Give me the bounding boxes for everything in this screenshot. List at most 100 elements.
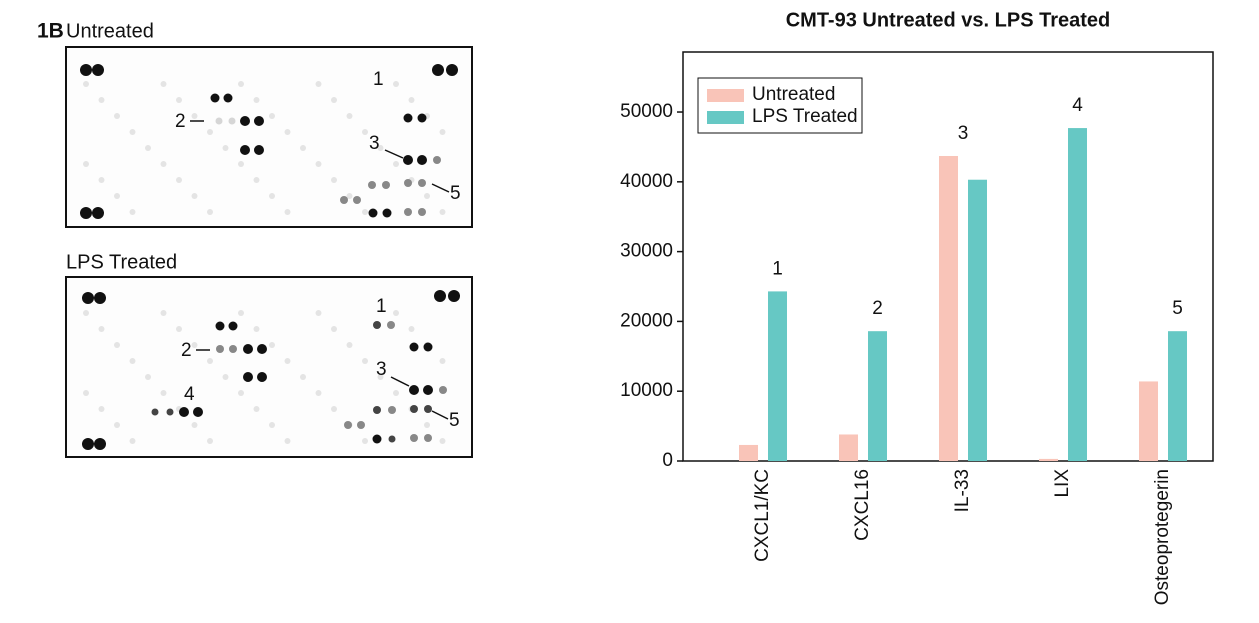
- spot: [152, 409, 159, 416]
- spot: [393, 81, 399, 87]
- spot: [362, 438, 368, 444]
- spot: [176, 177, 182, 183]
- spot: [347, 342, 353, 348]
- bar: [1139, 381, 1158, 461]
- spot: [82, 438, 94, 450]
- spot: [257, 344, 267, 354]
- spot: [254, 97, 260, 103]
- legend-label: Untreated: [752, 84, 835, 105]
- spot: [410, 434, 418, 442]
- bar: [768, 291, 787, 461]
- spot: [369, 209, 378, 218]
- spot: [99, 406, 105, 412]
- spot: [382, 181, 390, 189]
- bar: [1068, 128, 1087, 461]
- spot: [424, 405, 432, 413]
- spot: [373, 435, 382, 444]
- spot: [83, 390, 89, 396]
- bar: [739, 445, 758, 461]
- spot: [161, 161, 167, 167]
- spot: [331, 326, 337, 332]
- bar: [839, 434, 858, 461]
- bar-annotation: 2: [872, 298, 883, 319]
- spot: [434, 290, 446, 302]
- spot: [207, 209, 213, 215]
- spot: [418, 179, 426, 187]
- spot-label: 1: [373, 69, 384, 90]
- spot: [80, 64, 92, 76]
- spot: [99, 326, 105, 332]
- x-tick-label: Osteoprotegerin: [1152, 469, 1173, 605]
- x-tick-label: CXCL1/KC: [752, 469, 773, 562]
- spot: [373, 406, 381, 414]
- bar-annotation: 1: [772, 258, 783, 279]
- spot: [238, 161, 244, 167]
- spot: [223, 145, 229, 151]
- spot: [417, 155, 427, 165]
- spot: [192, 193, 198, 199]
- spot-label: 5: [449, 410, 460, 431]
- spot: [94, 292, 106, 304]
- spot: [192, 342, 198, 348]
- spot: [409, 97, 415, 103]
- spot: [424, 422, 430, 428]
- spot: [130, 209, 136, 215]
- spot: [99, 177, 105, 183]
- spot: [192, 113, 198, 119]
- spot: [344, 421, 352, 429]
- spot: [94, 438, 106, 450]
- spot: [362, 129, 368, 135]
- spot: [167, 409, 174, 416]
- y-tick-label: 0: [662, 450, 673, 471]
- y-tick-label: 10000: [620, 380, 673, 401]
- bar-annotation: 5: [1172, 298, 1183, 319]
- spot: [393, 161, 399, 167]
- bar: [1168, 331, 1187, 461]
- spot: [216, 118, 223, 125]
- spot: [193, 407, 203, 417]
- spot: [362, 358, 368, 364]
- blot-title: LPS Treated: [66, 251, 177, 273]
- spot: [316, 81, 322, 87]
- page: {"panel_label": "1B", "blots": [ {"title…: [0, 0, 1259, 623]
- spot: [424, 193, 430, 199]
- spot-label: 3: [376, 359, 387, 380]
- spot: [83, 81, 89, 87]
- spot: [240, 145, 250, 155]
- spot: [285, 438, 291, 444]
- spot: [269, 342, 275, 348]
- spot-label: 2: [181, 340, 192, 361]
- bar: [968, 180, 987, 461]
- spot: [440, 358, 446, 364]
- spot: [254, 406, 260, 412]
- spot: [316, 310, 322, 316]
- spot: [440, 129, 446, 135]
- spot: [331, 97, 337, 103]
- spot: [269, 113, 275, 119]
- spot: [161, 390, 167, 396]
- panel-label: 1B: [37, 20, 64, 43]
- spot: [176, 97, 182, 103]
- spot: [373, 321, 381, 329]
- spot: [285, 358, 291, 364]
- spot: [229, 322, 238, 331]
- spot: [389, 436, 396, 443]
- spot: [285, 209, 291, 215]
- spot: [161, 310, 167, 316]
- spot: [92, 64, 104, 76]
- bar: [1039, 459, 1058, 461]
- spot: [440, 438, 446, 444]
- spot: [418, 208, 426, 216]
- spot: [114, 422, 120, 428]
- spot: [114, 193, 120, 199]
- spot: [285, 129, 291, 135]
- spot: [439, 386, 447, 394]
- spot: [368, 181, 376, 189]
- spot: [254, 145, 264, 155]
- spot: [254, 326, 260, 332]
- spot: [211, 94, 220, 103]
- spot: [83, 310, 89, 316]
- spot: [424, 434, 432, 442]
- x-tick-label: LIX: [1052, 469, 1073, 498]
- spot: [80, 207, 92, 219]
